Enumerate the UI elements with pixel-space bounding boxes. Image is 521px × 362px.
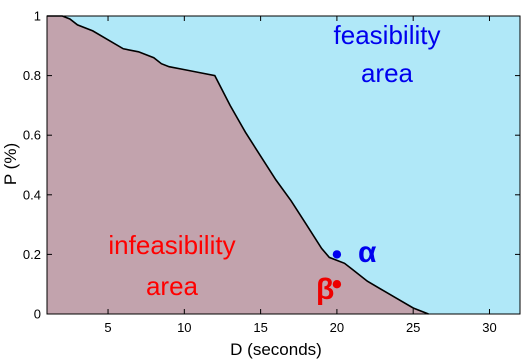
x-tick-label: 10 [177,320,191,335]
x-tick-label: 15 [253,320,267,335]
y-tick-label: 0.6 [23,128,41,143]
point-alpha-label: α [358,236,377,269]
feasibility-area-label-line1: feasibility [334,20,441,50]
y-tick-label: 0.8 [23,68,41,83]
infeasibility-area-label-line1: infeasibility [108,230,235,260]
axes-frame [46,15,521,315]
x-tick-label: 5 [104,320,111,335]
axes: 5 10 15 20 25 30 0 0.2 0.4 0.6 0.8 1 [23,9,521,335]
point-beta-label: β [316,273,334,306]
y-tick-label: 0.4 [23,187,41,202]
x-tick-label: 25 [406,320,420,335]
infeasibility-area-label-line2: area [146,271,199,301]
x-tick-label: 30 [482,320,496,335]
y-tick-label: 0.2 [23,247,41,262]
point-beta-marker [332,280,342,289]
y-tick-label: 1 [34,9,41,24]
feasibility-area-label-line2: area [361,58,414,88]
y-tick-label: 0 [34,307,41,322]
y-axis-label: P (%) [1,143,20,185]
point-alpha-marker [332,250,342,259]
boundary-line [47,15,429,315]
infeasibility-region [47,16,429,314]
plot-area [47,15,520,315]
x-axis-label: D (seconds) [230,340,322,359]
x-tick-label: 20 [330,320,344,335]
